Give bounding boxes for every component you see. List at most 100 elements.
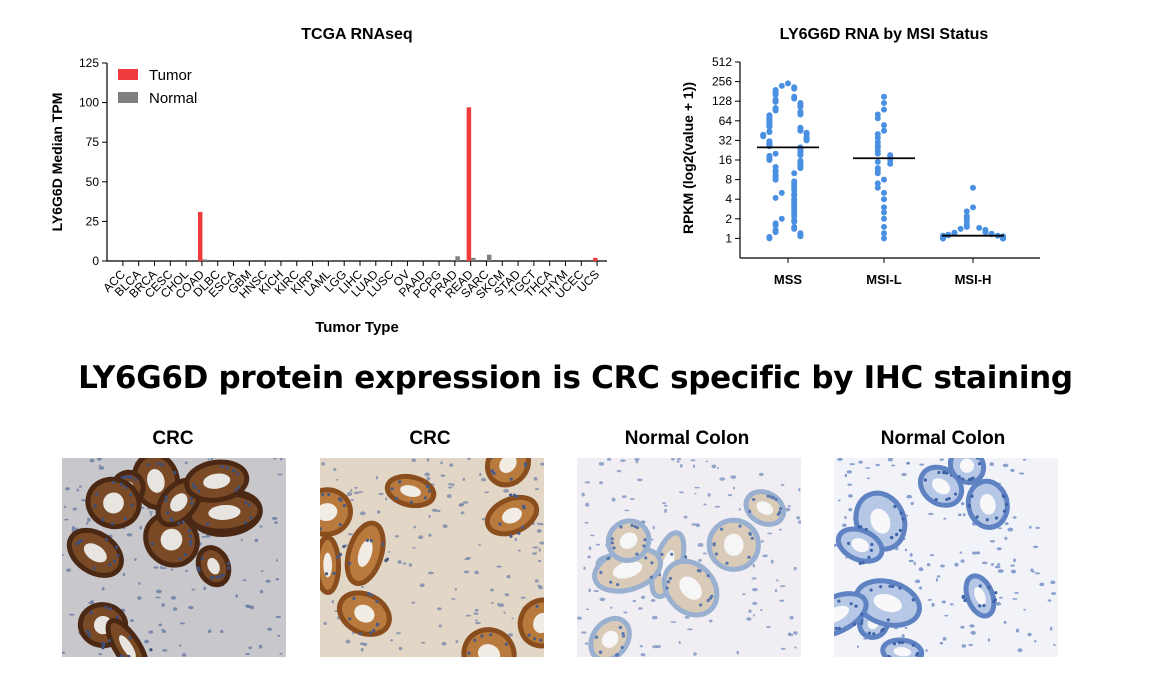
scatter-point-mss	[797, 157, 804, 164]
ihc-title-3: Normal Colon	[624, 428, 750, 449]
stroma-nucleus	[910, 501, 914, 506]
stroma-nucleus	[846, 470, 853, 474]
stroma-nucleus	[687, 628, 693, 631]
scatter-point-mss	[791, 93, 798, 100]
epithelial-nucleus	[190, 501, 194, 506]
gland-lumen	[679, 576, 702, 600]
stroma-nucleus	[408, 563, 413, 567]
stroma-nucleus	[678, 640, 681, 645]
stroma-nucleus	[587, 555, 591, 559]
epithelial-nucleus	[766, 494, 770, 498]
epithelial-nucleus	[120, 475, 125, 480]
epithelial-nucleus	[594, 635, 599, 639]
stroma-nucleus	[424, 472, 430, 477]
stroma-nucleus	[997, 527, 1003, 530]
epithelial-nucleus	[376, 622, 380, 626]
scatter-point-mss	[797, 151, 804, 158]
scatter-point-msi-l	[874, 142, 881, 149]
epithelial-nucleus	[957, 475, 961, 479]
epithelial-nucleus	[102, 642, 106, 647]
stroma-nucleus	[919, 463, 925, 466]
ihc-image-normal-colon-2	[834, 458, 1058, 657]
gland-lumen	[170, 493, 188, 512]
stroma-nucleus	[79, 485, 82, 488]
epithelial-nucleus	[220, 464, 224, 469]
bar-y-ticklabel: 0	[92, 254, 99, 268]
stroma-nucleus	[694, 492, 697, 495]
epithelial-nucleus	[708, 596, 713, 600]
stroma-nucleus	[474, 608, 479, 612]
stroma-nucleus	[891, 464, 896, 467]
epithelial-nucleus	[915, 653, 919, 657]
stroma-nucleus	[651, 615, 658, 620]
epithelial-nucleus	[112, 480, 116, 484]
gland-lumen	[756, 501, 774, 515]
ihc-image-normal-colon-1	[577, 458, 801, 657]
gland-lumen	[870, 508, 891, 534]
gland-lumen	[979, 494, 996, 515]
stroma-nucleus	[66, 568, 71, 572]
stroma-nucleus	[599, 597, 606, 602]
scatter-point-mss	[797, 162, 804, 169]
epithelial-nucleus	[321, 493, 325, 497]
stroma-nucleus	[201, 535, 207, 538]
stroma-nucleus	[703, 503, 707, 506]
scatter-point-mss	[797, 100, 804, 107]
stroma-nucleus	[927, 598, 932, 601]
stroma-nucleus	[153, 566, 159, 569]
stroma-nucleus	[623, 611, 628, 614]
scatter-point-mss	[797, 158, 804, 165]
scatter-point-mss	[797, 111, 804, 118]
epithelial-nucleus	[834, 626, 838, 631]
stroma-nucleus	[733, 486, 736, 490]
stroma-nucleus	[442, 524, 448, 529]
stroma-nucleus	[323, 621, 327, 626]
stroma-nucleus	[349, 489, 353, 492]
epithelial-nucleus	[1002, 509, 1007, 513]
scatter-point-mss	[772, 173, 779, 180]
stroma-nucleus	[210, 458, 214, 461]
epithelial-nucleus	[668, 576, 673, 581]
epithelial-nucleus	[778, 507, 783, 511]
epithelial-nucleus	[892, 642, 897, 646]
scatter-point-msi-l	[881, 189, 887, 196]
scatter-point-msi-h	[1000, 235, 1006, 242]
gland-lumen	[323, 552, 333, 578]
stroma-nucleus	[793, 631, 798, 635]
epithelial-nucleus	[385, 557, 390, 561]
bar-chart-title: TCGA RNAseq	[301, 26, 412, 43]
stroma-nucleus	[427, 571, 434, 575]
stroma-nucleus	[598, 462, 605, 466]
scatter-point-mss	[791, 182, 798, 189]
epithelial-nucleus	[247, 503, 251, 507]
stroma-nucleus	[960, 625, 965, 629]
epithelial-nucleus	[953, 492, 958, 496]
epithelial-nucleus	[869, 548, 874, 552]
scatter-point-msi-h	[982, 227, 989, 234]
epithelial-nucleus	[961, 477, 965, 481]
stroma-nucleus	[467, 458, 471, 460]
scatter-point-msi-h	[940, 232, 946, 239]
stroma-nucleus	[411, 601, 416, 604]
epithelial-nucleus	[181, 520, 185, 524]
epithelial-nucleus	[515, 494, 519, 498]
epithelial-nucleus	[747, 555, 751, 559]
stroma-nucleus	[539, 541, 544, 545]
stroma-nucleus	[181, 653, 187, 657]
epithelial-nucleus	[527, 633, 531, 637]
epithelial-nucleus	[987, 585, 991, 590]
epithelial-nucleus	[642, 544, 646, 548]
stroma-nucleus	[908, 559, 914, 563]
scatter-y-ticklabel: 2	[725, 212, 732, 226]
stroma-nucleus	[998, 596, 1003, 599]
epithelial-nucleus	[706, 598, 710, 603]
stroma-nucleus	[639, 645, 643, 648]
stroma-nucleus	[89, 458, 95, 463]
scatter-point-mss	[791, 198, 798, 205]
epithelial-nucleus	[358, 632, 362, 636]
epithelial-nucleus	[489, 633, 493, 637]
epithelial-nucleus	[670, 552, 674, 556]
stroma-nucleus	[489, 588, 494, 592]
epithelial-nucleus	[398, 480, 402, 484]
scatter-point-msi-l	[881, 204, 887, 211]
